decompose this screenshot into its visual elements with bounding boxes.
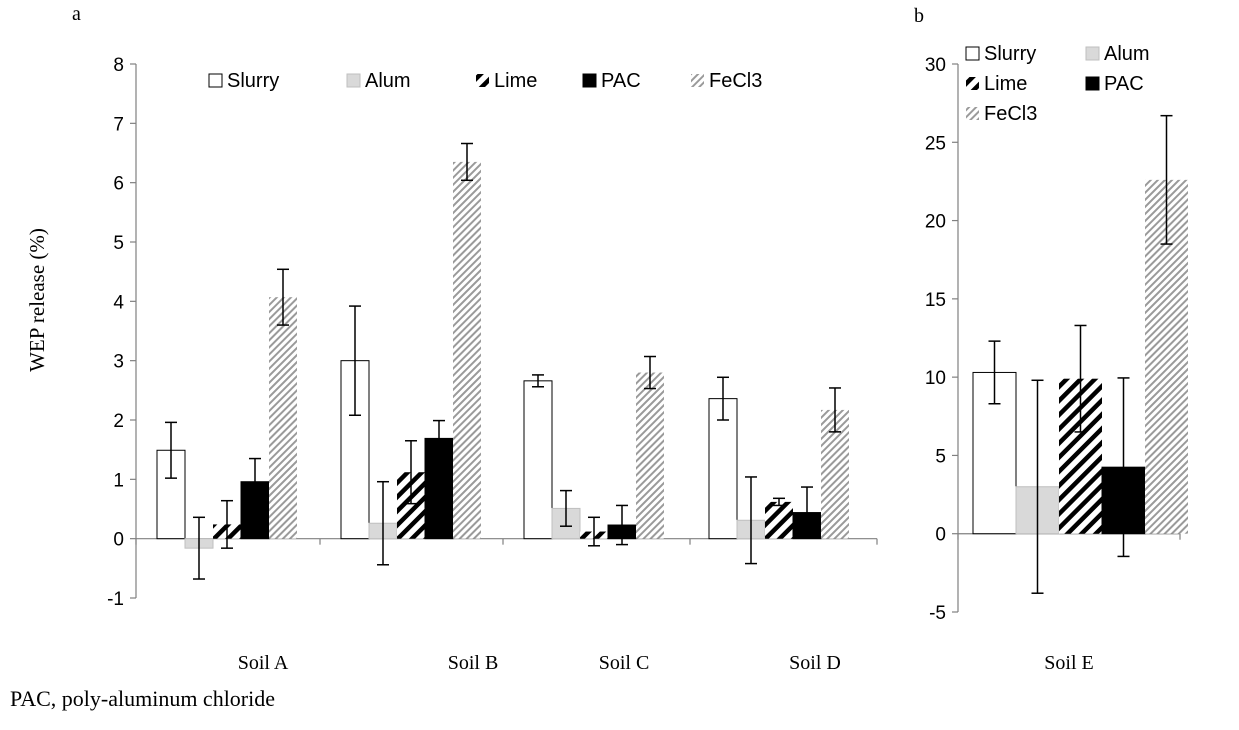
error-bar-slurry-soil-a (165, 421, 177, 479)
bar-lime-soil-d (765, 501, 793, 539)
category-label-soil-a: Soil A (238, 652, 289, 674)
y-tick-label: 1 (113, 470, 124, 491)
panel-b-label: b (914, 5, 924, 27)
legend-item-pac: PAC (1085, 73, 1144, 95)
legend-item-alum: Alum (1085, 43, 1150, 65)
legend-item-slurry: Slurry (208, 70, 279, 92)
legend-swatch-lime (966, 77, 979, 90)
panel-a-axes: -1 0 1 2 3 4 5 6 7 8 Soil A Soil B Soil C Soil D (107, 55, 878, 674)
legend-swatch-lime (476, 74, 489, 87)
y-tick-label: 5 (935, 446, 946, 467)
y-tick-label: 5 (113, 233, 124, 254)
legend-swatch-fecl3 (691, 74, 704, 87)
error-bar-alum-soil-e (1031, 379, 1044, 594)
panel-a-ylabel: WEP release (%) (25, 228, 49, 372)
legend-swatch-slurry (965, 46, 980, 61)
legend-label-lime: Lime (984, 73, 1027, 95)
error-bar-pac-soil-a (249, 457, 261, 506)
legend-label-fecl3: FeCl3 (984, 103, 1037, 125)
legend-item-alum: Alum (346, 70, 411, 92)
legend-swatch-fecl3 (966, 107, 979, 120)
error-bar-slurry-soil-e (988, 340, 1001, 405)
y-tick-label: 6 (113, 174, 124, 195)
error-bar-lime-soil-e (1074, 324, 1087, 433)
error-bar-fecl3-soil-e (1160, 114, 1173, 245)
error-bar-pac-soil-b (433, 419, 445, 457)
bar-fecl3-soil-b (453, 161, 481, 539)
error-bar-lime-soil-a (221, 499, 233, 549)
y-tick-label: 30 (925, 55, 946, 76)
y-tick-label: -5 (929, 603, 946, 624)
error-bar-pac-soil-c (616, 504, 628, 546)
error-bar-pac-soil-d (801, 486, 813, 539)
y-tick-label: 15 (925, 290, 946, 311)
legend-swatch-alum (346, 73, 361, 88)
bar-fecl3-soil-c (636, 372, 664, 539)
error-bar-pac-soil-e (1117, 377, 1130, 558)
error-bar-slurry-soil-c (532, 374, 544, 388)
figure: a WEP release (%) -1 0 1 2 3 4 5 6 7 8 Soil A Soil … (25, 3, 1188, 674)
y-tick-label: 7 (113, 114, 124, 135)
y-tick-label: 2 (113, 411, 124, 432)
panel-a: a WEP release (%) -1 0 1 2 3 4 5 6 7 8 Soil A Soil … (25, 3, 878, 674)
y-tick-label: 25 (925, 133, 946, 154)
panel-a-legend: Slurry Alum Lime PAC FeCl3 (208, 70, 762, 92)
legend-swatch-slurry (208, 73, 223, 88)
panel-b: b -5 0 5 10 15 20 25 30 Soil E Slurry Alum Lime PAC… (914, 5, 1188, 674)
legend-label-alum: Alum (1104, 43, 1150, 65)
legend-label-pac: PAC (1104, 73, 1144, 95)
y-tick-label: 10 (925, 368, 946, 389)
error-bar-slurry-soil-b (349, 305, 361, 417)
legend-label-slurry: Slurry (227, 70, 279, 92)
panel-b-legend: Slurry Alum Lime PAC FeCl3 (965, 43, 1150, 125)
error-bar-alum-soil-b (377, 480, 389, 566)
category-label-soil-b: Soil B (448, 652, 499, 674)
error-bar-lime-soil-c (588, 516, 600, 547)
error-bar-fecl3-soil-b (461, 142, 473, 182)
legend-item-fecl3: FeCl3 (966, 103, 1037, 125)
category-label-soil-e: Soil E (1044, 652, 1093, 674)
legend-label-lime: Lime (494, 70, 537, 92)
bar-slurry-soil-d (708, 398, 738, 540)
legend-item-pac: PAC (582, 70, 641, 92)
error-bar-alum-soil-d (745, 476, 757, 565)
legend-label-slurry: Slurry (984, 43, 1036, 65)
legend-item-slurry: Slurry (965, 43, 1036, 65)
error-bar-fecl3-soil-c (644, 355, 656, 390)
legend-label-pac: PAC (601, 70, 641, 92)
y-tick-label: -1 (107, 589, 124, 610)
error-bar-alum-soil-a (193, 516, 205, 580)
bar-fecl3-soil-a (269, 297, 297, 539)
y-tick-label: 0 (935, 525, 946, 546)
legend-label-fecl3: FeCl3 (709, 70, 762, 92)
category-label-soil-d: Soil D (789, 652, 841, 674)
error-bar-alum-soil-c (560, 489, 572, 527)
error-bar-fecl3-soil-d (829, 387, 841, 433)
legend-item-fecl3: FeCl3 (691, 70, 762, 92)
y-tick-label: 20 (925, 212, 946, 233)
error-bar-fecl3-soil-a (277, 268, 289, 326)
y-tick-label: 4 (113, 292, 124, 313)
error-bar-lime-soil-d (773, 497, 785, 507)
bar-slurry-soil-c (523, 380, 553, 540)
category-label-soil-c: Soil C (599, 652, 650, 674)
panel-b-bars (972, 114, 1188, 594)
legend-item-lime: Lime (476, 70, 537, 92)
legend-swatch-pac (1085, 76, 1100, 91)
error-bar-lime-soil-b (405, 440, 417, 505)
y-tick-label: 3 (113, 352, 124, 373)
panel-a-bars (156, 142, 849, 580)
legend-item-lime: Lime (966, 73, 1027, 95)
legend-label-alum: Alum (365, 70, 411, 92)
y-tick-label: 0 (113, 530, 124, 551)
figure-caption: PAC, poly-aluminum chloride (10, 686, 276, 711)
panel-a-label: a (72, 3, 81, 25)
legend-swatch-alum (1085, 46, 1100, 61)
y-tick-label: 8 (113, 55, 124, 76)
panel-b-axes: -5 0 5 10 15 20 25 30 Soil E (925, 55, 1181, 674)
error-bar-slurry-soil-d (717, 376, 729, 421)
legend-swatch-pac (582, 73, 597, 88)
